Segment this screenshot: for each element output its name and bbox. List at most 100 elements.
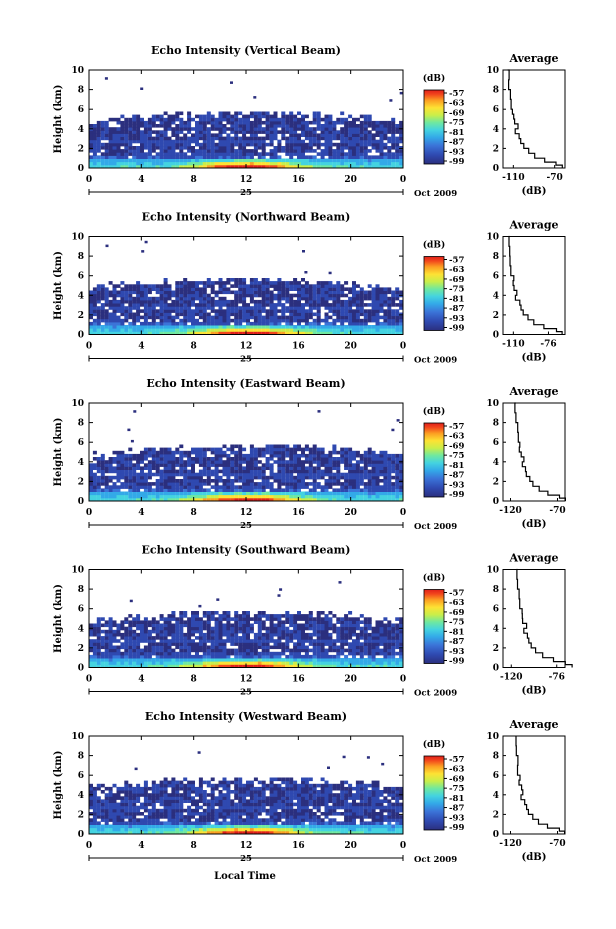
heatmap-cell (242, 497, 247, 502)
heatmap-cell (191, 158, 195, 163)
heatmap-cell (304, 114, 309, 119)
heatmap-cell (198, 328, 203, 332)
heatmap-cell (312, 139, 317, 144)
heatmap-cell (226, 321, 231, 326)
heatmap-cell (143, 466, 148, 470)
heatmap-cell (112, 133, 117, 137)
heatmap-cell (363, 485, 368, 489)
heatmap-cell (344, 472, 349, 477)
heatmap-cell (187, 648, 192, 653)
heatmap-cell (379, 664, 384, 668)
heatmap-cell (191, 482, 195, 486)
heatmap-cell (293, 136, 298, 141)
heatmap-cell (163, 658, 168, 662)
heatmap-cell (320, 623, 325, 628)
heatmap-cell (159, 447, 164, 452)
heatmap-cell (198, 642, 203, 646)
heatmap-cell (198, 142, 203, 147)
heatmap-cell (355, 639, 360, 643)
heatmap-cell (269, 626, 274, 631)
heatmap-cell (340, 651, 345, 656)
heatmap-cell (332, 133, 337, 137)
heatmap-cell (336, 632, 341, 637)
heatmap-cell (238, 472, 243, 477)
heatmap-cell (289, 328, 294, 332)
heatmap-cell (222, 617, 227, 621)
heatmap-cell (230, 658, 235, 662)
heatmap-cell (159, 479, 164, 483)
heatmap-cell (206, 130, 211, 134)
heatmap-cell (289, 158, 294, 163)
heatmap-cell (89, 482, 93, 486)
heatmap-cell (124, 155, 129, 159)
heatmap-cell (348, 460, 353, 464)
heatmap-cell (116, 623, 121, 628)
heatmap-cell (249, 639, 254, 643)
heatmap-cell (293, 479, 298, 483)
heatmap-cell (222, 645, 227, 650)
heatmap-cell (140, 155, 144, 159)
heatmap-cell (371, 296, 376, 301)
heatmap-cell (363, 309, 368, 313)
heatmap-cell (198, 645, 203, 650)
heatmap-cell (395, 475, 400, 480)
heatmap-cell (187, 164, 192, 169)
heatmap-cell (171, 636, 176, 640)
heatmap-cell (257, 139, 262, 144)
heatmap-cell (277, 164, 282, 169)
heatmap-cell (179, 463, 184, 467)
heatmap-cell (234, 318, 239, 323)
heatmap-cell (238, 146, 243, 150)
heatmap-cell (187, 299, 192, 304)
heatmap-cell (301, 636, 305, 640)
heatmap-cell (132, 488, 137, 492)
heatmap-cell (96, 629, 101, 634)
heatmap-cell (396, 419, 400, 422)
heatmap-cell (308, 139, 313, 144)
heatmap-cell (234, 494, 239, 499)
heatmap-cell (375, 164, 380, 169)
heatmap-cell (371, 136, 376, 141)
heatmap-cell (375, 161, 380, 166)
heatmap-cell (163, 155, 168, 159)
heatmap-cell (222, 290, 227, 295)
heatmap-cell (304, 293, 309, 298)
heatmap-cell (336, 299, 341, 304)
heatmap-cell (214, 654, 219, 659)
heatmap-cell (155, 290, 160, 295)
heatmap-cell (195, 139, 199, 144)
heatmap-cell (238, 620, 243, 624)
heatmap-cell (383, 469, 388, 474)
heatmap-cell (159, 306, 164, 310)
heatmap-cell (348, 114, 353, 119)
heatmap-cell (269, 114, 274, 119)
heatmap-cell (218, 457, 223, 461)
heatmap-cell (96, 636, 101, 640)
heatmap-cell (226, 482, 231, 486)
heatmap-cell (249, 136, 254, 141)
heatmap-cell (399, 312, 404, 317)
heatmap-cell (363, 127, 368, 131)
heatmap-cell (116, 629, 121, 634)
heatmap-cell (206, 303, 211, 307)
heatmap-cell (143, 328, 148, 332)
heatmap-cell (297, 497, 301, 502)
heatmap-cell (265, 321, 270, 326)
heatmap-cell (238, 152, 243, 156)
heatmap-cell (301, 290, 305, 295)
heatmap-cell (175, 642, 180, 646)
heatmap-cell (234, 312, 239, 317)
heatmap-cell (308, 284, 313, 288)
heatmap-cell (179, 146, 184, 150)
heatmap-cell (367, 149, 372, 153)
heatmap-cell (120, 469, 125, 474)
heatmap-cell (391, 645, 396, 650)
heatmap-cell (116, 321, 121, 326)
heatmap-cell (222, 460, 227, 464)
heatmap-cell (253, 450, 258, 455)
heatmap-cell (120, 453, 125, 458)
heatmap-cell (281, 623, 286, 628)
heatmap-cell (352, 654, 356, 659)
heatmap-cell (340, 482, 345, 486)
heatmap-cell (147, 312, 152, 317)
